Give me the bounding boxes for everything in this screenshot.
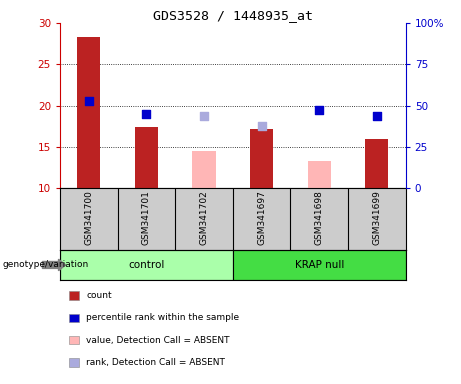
Bar xyxy=(60,250,233,280)
Bar xyxy=(193,151,216,188)
Text: control: control xyxy=(128,260,165,270)
Point xyxy=(258,123,266,129)
Point xyxy=(200,113,207,119)
Point xyxy=(85,98,92,104)
Point xyxy=(373,113,381,119)
Text: GSM341701: GSM341701 xyxy=(142,190,151,245)
Bar xyxy=(365,139,388,188)
Text: value, Detection Call = ABSENT: value, Detection Call = ABSENT xyxy=(86,336,230,345)
Bar xyxy=(308,161,331,188)
Text: count: count xyxy=(86,291,112,300)
Bar xyxy=(77,37,100,188)
Text: genotype/variation: genotype/variation xyxy=(2,260,89,270)
Text: GSM341698: GSM341698 xyxy=(315,190,324,245)
Text: KRAP null: KRAP null xyxy=(295,260,344,270)
Bar xyxy=(135,127,158,188)
Text: GSM341702: GSM341702 xyxy=(200,190,208,245)
Title: GDS3528 / 1448935_at: GDS3528 / 1448935_at xyxy=(153,9,313,22)
Point xyxy=(142,111,150,117)
Text: GSM341697: GSM341697 xyxy=(257,190,266,245)
Bar xyxy=(250,129,273,188)
Bar xyxy=(233,250,406,280)
Text: percentile rank within the sample: percentile rank within the sample xyxy=(86,313,239,323)
Text: GSM341699: GSM341699 xyxy=(372,190,381,245)
Text: GSM341700: GSM341700 xyxy=(84,190,93,245)
Text: rank, Detection Call = ABSENT: rank, Detection Call = ABSENT xyxy=(86,358,225,367)
Point xyxy=(315,107,323,113)
